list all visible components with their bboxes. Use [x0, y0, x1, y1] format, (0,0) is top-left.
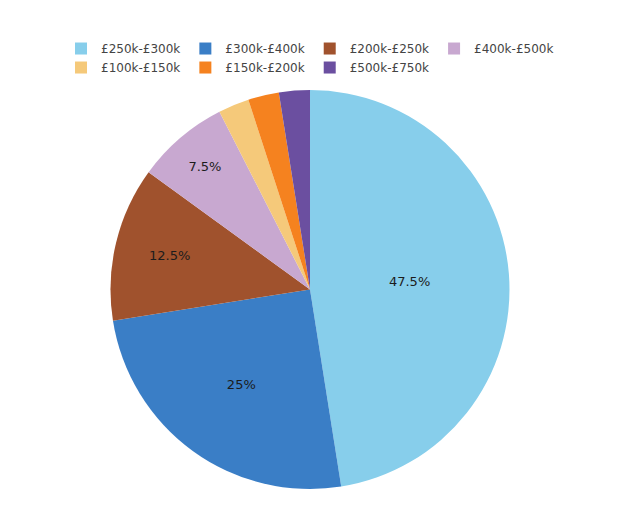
svg-text:7.5%: 7.5% — [188, 159, 221, 174]
svg-text:£500k-£750k: £500k-£750k — [350, 61, 429, 75]
svg-text:£400k-£500k: £400k-£500k — [474, 42, 553, 56]
svg-text:£150k-£200k: £150k-£200k — [225, 61, 304, 75]
svg-text:£100k-£150k: £100k-£150k — [101, 61, 180, 75]
svg-text:£300k-£400k: £300k-£400k — [225, 42, 304, 56]
svg-text:£200k-£250k: £200k-£250k — [350, 42, 429, 56]
svg-text:£250k-£300k: £250k-£300k — [101, 42, 180, 56]
svg-text:47.5%: 47.5% — [389, 274, 430, 289]
svg-text:25%: 25% — [227, 377, 256, 392]
svg-text:12.5%: 12.5% — [149, 248, 190, 263]
